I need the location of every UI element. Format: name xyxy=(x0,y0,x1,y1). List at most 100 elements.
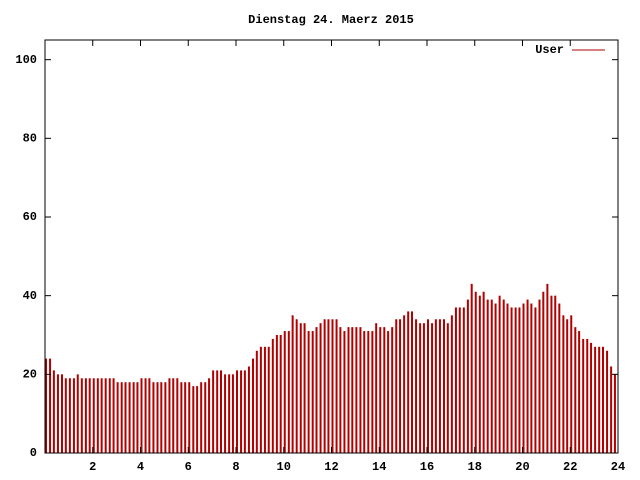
impulse-bar xyxy=(132,382,135,453)
impulse-bar xyxy=(371,331,374,453)
impulse-bar xyxy=(514,307,517,453)
x-tick-label: 10 xyxy=(277,460,291,474)
impulse-bar xyxy=(224,374,227,453)
impulse-bar xyxy=(176,378,179,453)
impulse-bar xyxy=(45,358,47,453)
impulse-bar xyxy=(231,374,234,453)
impulse-bar xyxy=(236,370,238,453)
impulse-bar xyxy=(351,327,354,453)
impulse-bar xyxy=(474,291,477,453)
impulse-bar xyxy=(271,338,274,453)
x-tick-label: 4 xyxy=(137,460,144,474)
impulse-bar xyxy=(319,323,322,453)
impulse-bar xyxy=(562,315,565,453)
impulse-bar xyxy=(586,338,589,453)
impulse-bar xyxy=(558,303,561,453)
x-tick-label: 12 xyxy=(324,460,338,474)
impulse-bar xyxy=(263,346,266,453)
impulse-bar xyxy=(613,374,616,453)
impulse-bar xyxy=(184,382,187,453)
impulse-bar xyxy=(375,323,378,453)
impulse-bar xyxy=(128,382,131,453)
impulse-bar xyxy=(68,378,71,453)
impulse-bar xyxy=(49,358,52,453)
impulse-bar xyxy=(287,331,290,453)
impulse-bar xyxy=(391,327,394,453)
impulse-bar xyxy=(554,295,557,453)
impulse-bar xyxy=(307,331,310,453)
impulse-bar xyxy=(534,307,537,453)
impulse-bar xyxy=(160,382,163,453)
y-tick-label: 80 xyxy=(23,132,37,146)
impulse-bar xyxy=(486,299,489,453)
impulse-bar xyxy=(88,378,91,453)
impulse-bar xyxy=(494,303,497,453)
impulse-bar xyxy=(395,319,398,453)
impulse-bar xyxy=(482,291,485,453)
impulse-bar xyxy=(200,382,203,453)
x-tick-label: 16 xyxy=(420,460,434,474)
impulse-bar xyxy=(367,331,370,453)
impulse-bar xyxy=(331,319,334,453)
impulse-bar xyxy=(259,346,262,453)
impulse-bar xyxy=(550,295,553,453)
impulse-bar xyxy=(136,382,139,453)
impulse-bar xyxy=(240,370,243,453)
impulse-bar xyxy=(578,331,581,453)
impulse-bar xyxy=(327,319,330,453)
impulse-bar xyxy=(311,331,314,453)
impulse-bar xyxy=(188,382,191,453)
impulse-bar xyxy=(192,386,195,453)
x-tick-label: 8 xyxy=(232,460,239,474)
impulse-bar xyxy=(84,378,87,453)
impulse-bar xyxy=(220,370,223,453)
y-tick-label: 100 xyxy=(15,53,37,67)
chart-title: Dienstag 24. Maerz 2015 xyxy=(248,13,414,27)
impulse-bar xyxy=(502,299,505,453)
impulse-bar xyxy=(478,295,481,453)
impulse-bar xyxy=(323,319,326,453)
impulse-bar xyxy=(339,327,342,453)
impulse-bar xyxy=(510,307,513,453)
impulse-bar xyxy=(112,378,115,453)
impulse-bar xyxy=(156,382,159,453)
impulse-bar xyxy=(347,327,350,453)
impulse-bar xyxy=(462,307,465,453)
x-tick-label: 20 xyxy=(515,460,529,474)
impulse-bar xyxy=(247,366,250,453)
impulse-bar xyxy=(407,311,410,453)
impulse-bar xyxy=(442,319,445,453)
impulse-bar xyxy=(446,323,449,453)
impulse-bar xyxy=(56,374,59,453)
impulse-bar xyxy=(92,378,95,453)
impulse-bar xyxy=(243,370,246,453)
impulse-bar xyxy=(359,327,362,453)
impulse-bar xyxy=(590,342,593,453)
impulse-bar xyxy=(283,331,286,453)
impulse-bar xyxy=(454,307,457,453)
impulse-bar xyxy=(431,323,434,453)
impulse-bar xyxy=(518,307,521,453)
impulse-bar xyxy=(387,331,390,453)
impulse-bar xyxy=(450,315,453,453)
x-tick-label: 18 xyxy=(468,460,482,474)
impulse-bar xyxy=(399,319,402,453)
impulse-bar xyxy=(538,299,541,453)
impulse-bar xyxy=(438,319,441,453)
impulse-bar xyxy=(415,319,418,453)
impulse-bar xyxy=(498,295,501,453)
impulse-bar xyxy=(434,319,437,453)
impulse-bar xyxy=(275,335,278,453)
impulse-bar xyxy=(104,378,107,453)
impulse-bar xyxy=(315,327,318,453)
impulse-bar xyxy=(574,327,577,453)
impulse-bar xyxy=(594,346,597,453)
impulse-bar xyxy=(196,386,199,453)
impulse-bar xyxy=(470,283,473,453)
impulse-bar xyxy=(291,315,294,453)
impulse-bar xyxy=(208,378,211,453)
x-tick-label: 14 xyxy=(372,460,386,474)
impulse-bar xyxy=(80,378,83,453)
impulse-bar xyxy=(419,323,422,453)
